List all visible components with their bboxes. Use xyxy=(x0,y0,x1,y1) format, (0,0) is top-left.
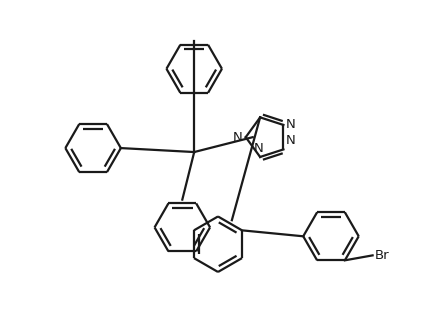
Text: Br: Br xyxy=(375,249,389,262)
Text: N: N xyxy=(233,131,243,144)
Text: N: N xyxy=(253,142,263,155)
Text: N: N xyxy=(286,118,295,132)
Text: N: N xyxy=(286,134,295,148)
